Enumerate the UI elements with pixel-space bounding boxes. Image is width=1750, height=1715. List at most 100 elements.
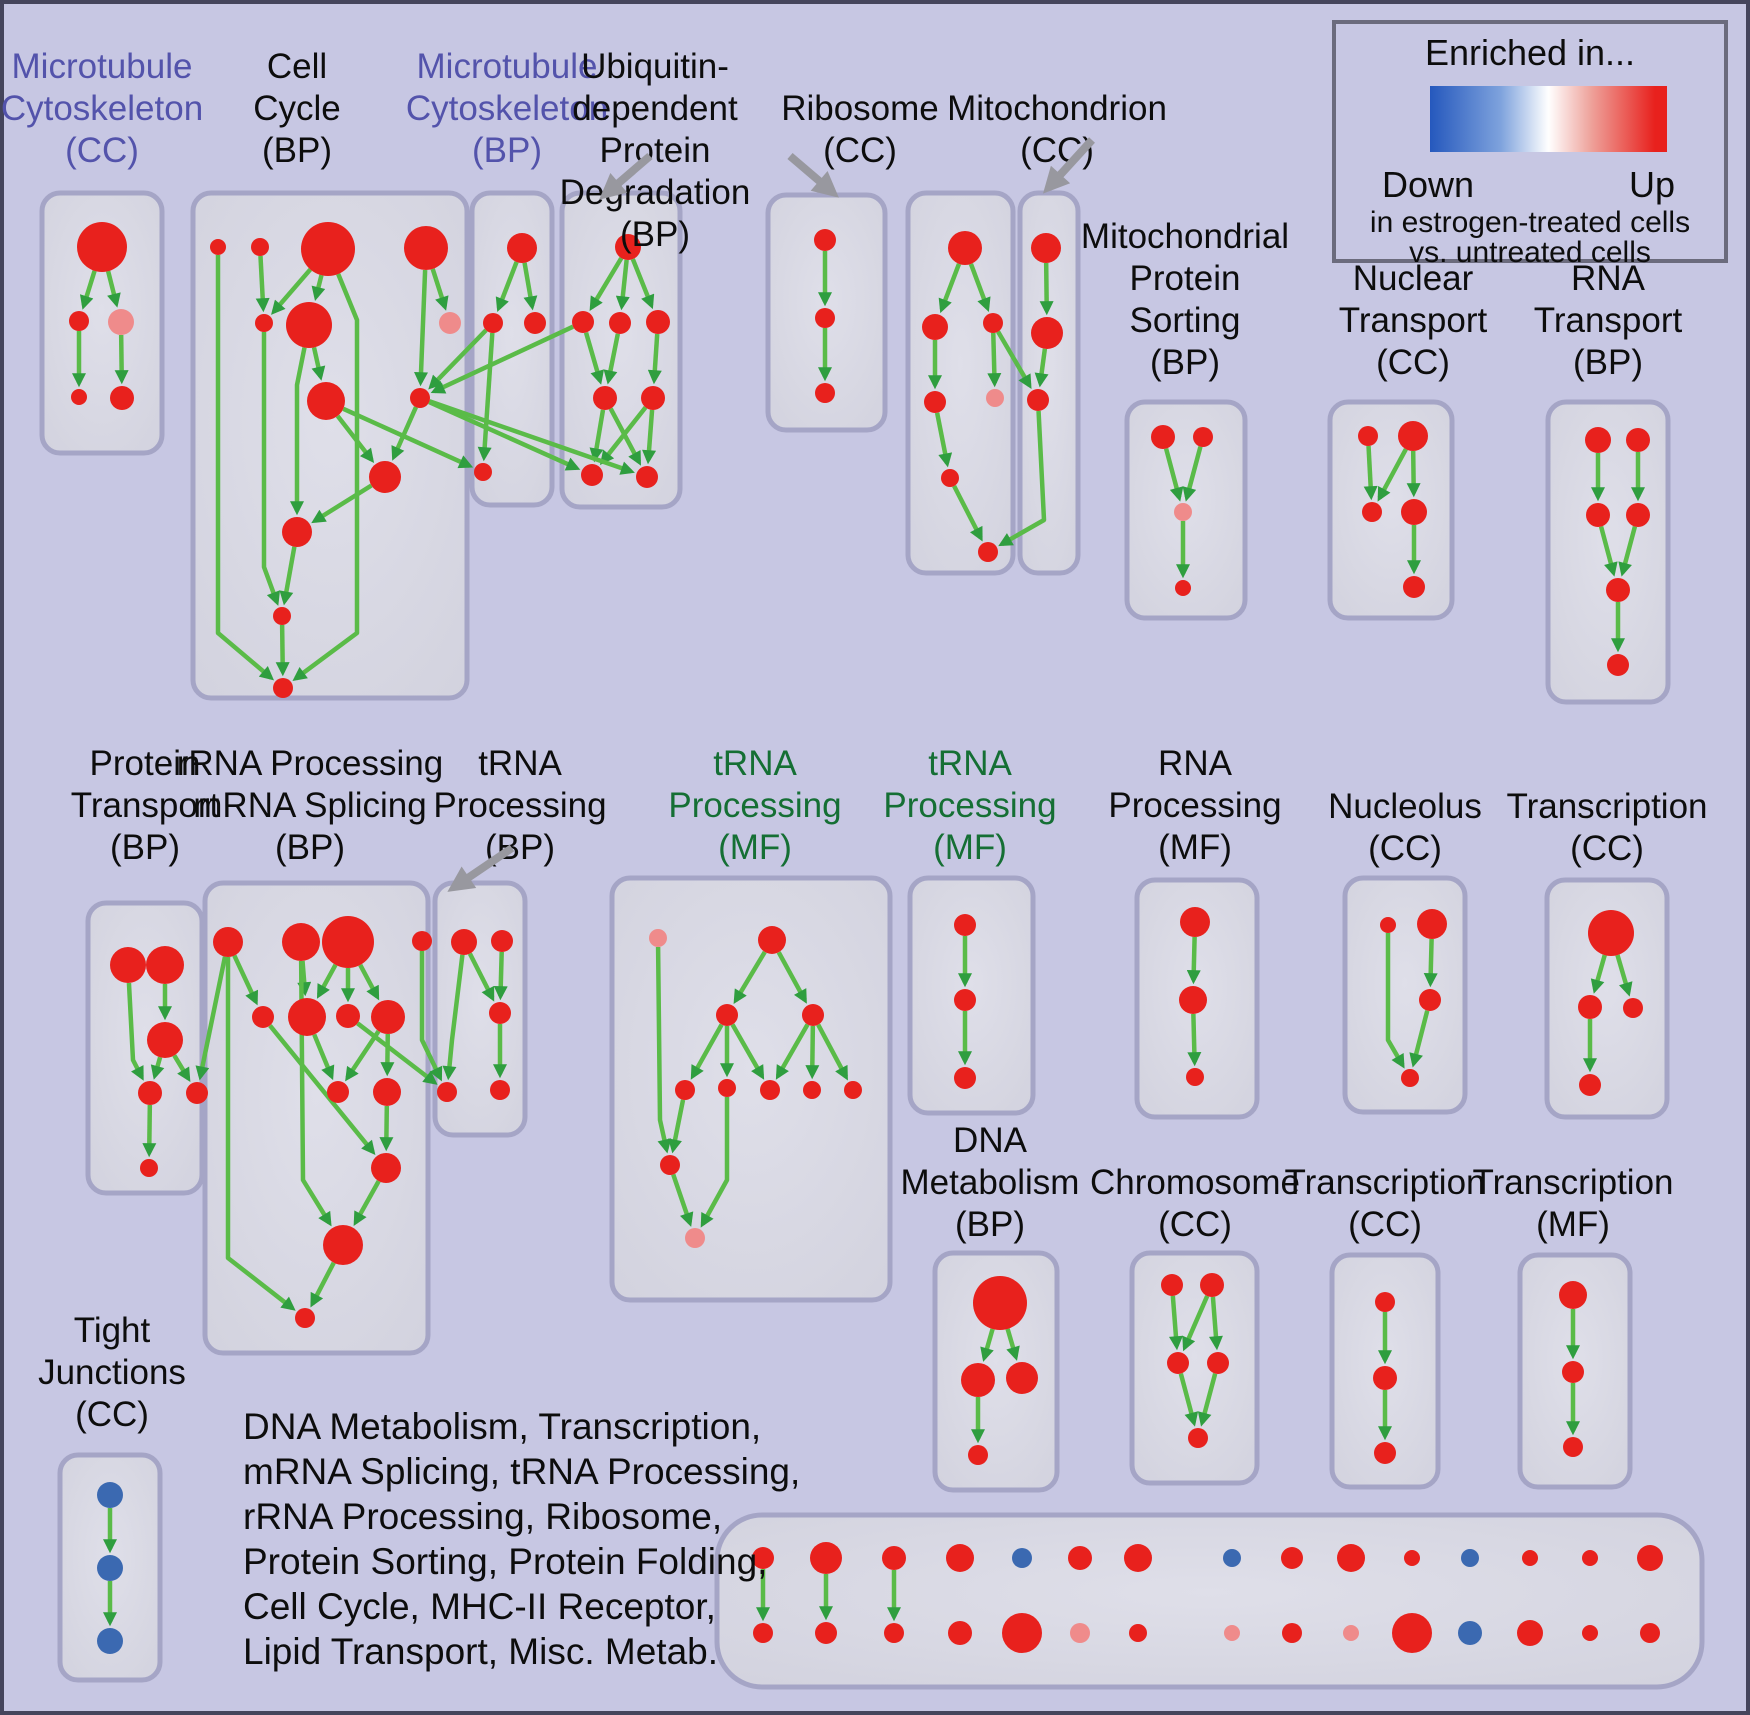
microtubule-bp-edge-0 — [495, 261, 519, 312]
rrna-processing-edge-7 — [268, 1024, 376, 1155]
rrna-processing-node-9 — [373, 1078, 401, 1106]
dna-metabolism-edge-0 — [980, 1328, 995, 1362]
mitochondrial-protein-sorting-node-3 — [1175, 580, 1191, 596]
ribosome-edge-0 — [938, 263, 962, 314]
trna-processing-mf-large-node-3 — [802, 1004, 824, 1026]
nucleolus-node-2 — [1419, 989, 1441, 1011]
cell-cycle-node-5 — [286, 302, 332, 348]
cross-edge-6 — [998, 410, 1047, 547]
cell-cycle-node-9 — [369, 461, 401, 493]
rrna-processing-edge-10 — [380, 1033, 395, 1077]
cross-edge-5 — [996, 330, 1032, 389]
trna-processing-bp-node-0 — [451, 929, 477, 955]
trna-processing-mf-small-label: tRNA — [928, 744, 1012, 783]
cell-cycle-label: (BP) — [262, 131, 332, 170]
nucleolus-node-0 — [1380, 917, 1396, 933]
ubiquitin-degradation-2-node-2 — [815, 383, 835, 403]
rrna-processing-node-5 — [288, 998, 326, 1036]
bottom-box-node-bottom-1 — [815, 1622, 837, 1644]
rrna-processing-edge-6 — [358, 963, 380, 1001]
cell-cycle-node-2 — [301, 222, 355, 276]
transcription-cc-upper-label: Transcription — [1507, 787, 1708, 826]
dna-metabolism-label: DNA — [953, 1121, 1028, 1160]
bottom-box-node-top-1 — [810, 1542, 842, 1574]
microtubule-cc-node-3 — [71, 389, 87, 405]
rna-processing-mf-label: RNA — [1158, 744, 1233, 783]
trna-processing-mf-large-edge-4 — [730, 1023, 765, 1080]
legend-title: Enriched in... — [1424, 32, 1636, 73]
rna-processing-mf-edge-0 — [1186, 936, 1201, 985]
protein-transport-edge-2 — [150, 1056, 165, 1080]
rrna-processing-edge-1 — [225, 957, 296, 1311]
trna-processing-mf-large-node-6 — [760, 1080, 780, 1100]
nuclear-transport-edge-2 — [1406, 450, 1421, 498]
rrna-processing-node-11 — [323, 1225, 363, 1265]
microtubule-bp-node-3 — [474, 463, 492, 481]
bottom-box-node-top-2 — [882, 1546, 906, 1570]
ribosome-label: (CC) — [823, 131, 897, 170]
trna-processing-mf-large-label: tRNA — [713, 744, 797, 783]
rrna-processing-node-8 — [327, 1081, 349, 1103]
transcription-mf-label: (MF) — [1536, 1205, 1610, 1244]
bottom-box-node-bottom-14 — [1640, 1623, 1660, 1643]
rrna-processing-node-3 — [412, 931, 432, 951]
protein-transport-node-3 — [138, 1081, 162, 1105]
microtubule-cc-edge-1 — [105, 270, 121, 308]
ubiquitin-degradation-edge-9 — [642, 409, 657, 465]
rrna-processing-edge-8 — [312, 1033, 335, 1081]
protein-transport-edge-0 — [126, 982, 144, 1081]
protein-transport-edge-4 — [142, 1104, 157, 1158]
chromosome-box — [1129, 1250, 1260, 1486]
ubiquitin-degradation-label: dependent — [572, 89, 738, 128]
rrna-processing-node-12 — [295, 1308, 315, 1328]
cell-cycle-node-7 — [307, 382, 345, 420]
bottom-box-node-bottom-7 — [1224, 1625, 1240, 1641]
rrna-processing-label: mRNA Splicing — [193, 786, 426, 825]
rrna-processing-label: rRNA Processing — [177, 744, 443, 783]
microtubule-bp-label: (BP) — [472, 131, 542, 170]
trna-processing-bp-node-4 — [490, 1080, 510, 1100]
trna-processing-mf-large-node-2 — [716, 1004, 738, 1026]
nuclear-transport-box — [1327, 399, 1455, 621]
chromosome-edge-1 — [1182, 1295, 1210, 1352]
tight-junctions-node-2 — [97, 1628, 123, 1654]
cell-cycle-edge-1 — [255, 255, 270, 313]
rrna-processing-label: (BP) — [275, 828, 345, 867]
bottom-box-node-top-0 — [752, 1547, 774, 1569]
rna-transport-node-4 — [1606, 578, 1630, 602]
transcription-cc-lower-node-0 — [1375, 1292, 1395, 1312]
trna-processing-mf-small-node-0 — [954, 914, 976, 936]
trna-processing-bp-label: Processing — [433, 786, 606, 825]
bottom-box-node-bottom-0 — [753, 1623, 773, 1643]
ubiquitin-degradation-node-7 — [636, 466, 658, 488]
cell-cycle-node-1 — [251, 238, 269, 256]
nuclear-transport-edge-1 — [1377, 448, 1408, 502]
transcription-cc-upper-node-1 — [1578, 995, 1602, 1019]
ribosome-node-1 — [922, 314, 948, 340]
cell-cycle-edge-9 — [335, 414, 375, 463]
microtubule-cc-edge-0 — [79, 270, 97, 310]
cell-cycle-edge-4 — [292, 273, 360, 681]
cell-cycle-edge-0 — [215, 255, 274, 681]
nucleolus-edge-2 — [1385, 933, 1405, 1069]
legend-caption-line1: in estrogen-treated cells — [1369, 206, 1691, 239]
trna-processing-mf-large-edge-1 — [776, 951, 807, 1004]
nucleolus-edge-1 — [1409, 1010, 1430, 1068]
ribosome-edge-1 — [968, 263, 991, 312]
microtubule-bp-label: Microtubule — [417, 47, 598, 86]
bottom-box-node-bottom-6 — [1129, 1624, 1147, 1642]
microtubule-cc-edge-3 — [114, 334, 129, 385]
ribosome-node-0 — [948, 231, 982, 265]
trna-processing-mf-large-edge-6 — [805, 1025, 820, 1080]
transcription-mf-label: Transcription — [1473, 1163, 1674, 1202]
nucleolus-label: (CC) — [1368, 829, 1442, 868]
transcription-cc-upper-node-0 — [1588, 910, 1634, 956]
cell-cycle-label: Cell — [267, 47, 327, 86]
trna-processing-mf-large-edge-9 — [668, 1099, 686, 1154]
label-pointer-arrow-0 — [599, 152, 653, 200]
nuclear-transport-node-3 — [1401, 499, 1427, 525]
ribosome-box — [905, 190, 1016, 576]
chromosome-node-4 — [1188, 1428, 1208, 1448]
cell-cycle-edge-10 — [391, 406, 419, 461]
